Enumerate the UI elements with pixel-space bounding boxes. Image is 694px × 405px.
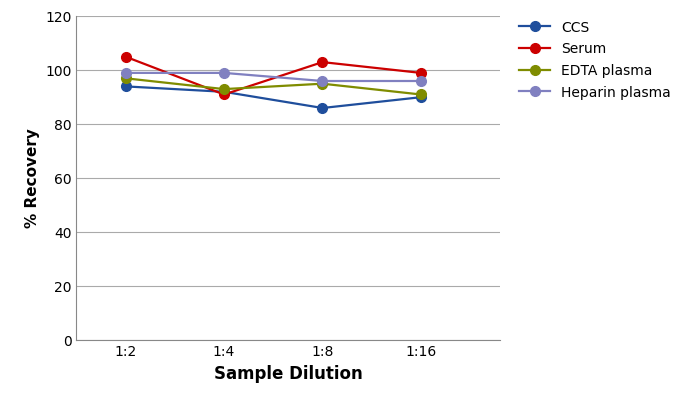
EDTA plasma xyxy=(417,92,425,97)
Line: Serum: Serum xyxy=(121,52,426,99)
CCS xyxy=(319,106,327,111)
EDTA plasma xyxy=(121,76,130,81)
Y-axis label: % Recovery: % Recovery xyxy=(24,128,40,228)
Heparin plasma xyxy=(220,70,228,75)
Line: CCS: CCS xyxy=(121,81,426,113)
CCS xyxy=(417,95,425,100)
Serum xyxy=(220,92,228,97)
EDTA plasma xyxy=(220,87,228,92)
EDTA plasma xyxy=(319,81,327,86)
Serum xyxy=(417,70,425,75)
Legend: CCS, Serum, EDTA plasma, Heparin plasma: CCS, Serum, EDTA plasma, Heparin plasma xyxy=(515,17,675,104)
Heparin plasma xyxy=(121,70,130,75)
X-axis label: Sample Dilution: Sample Dilution xyxy=(214,364,362,383)
Serum xyxy=(319,60,327,64)
Line: EDTA plasma: EDTA plasma xyxy=(121,73,426,99)
CCS xyxy=(121,84,130,89)
Line: Heparin plasma: Heparin plasma xyxy=(121,68,426,86)
CCS xyxy=(220,90,228,94)
Heparin plasma xyxy=(319,79,327,83)
Heparin plasma xyxy=(417,79,425,83)
Serum xyxy=(121,54,130,59)
